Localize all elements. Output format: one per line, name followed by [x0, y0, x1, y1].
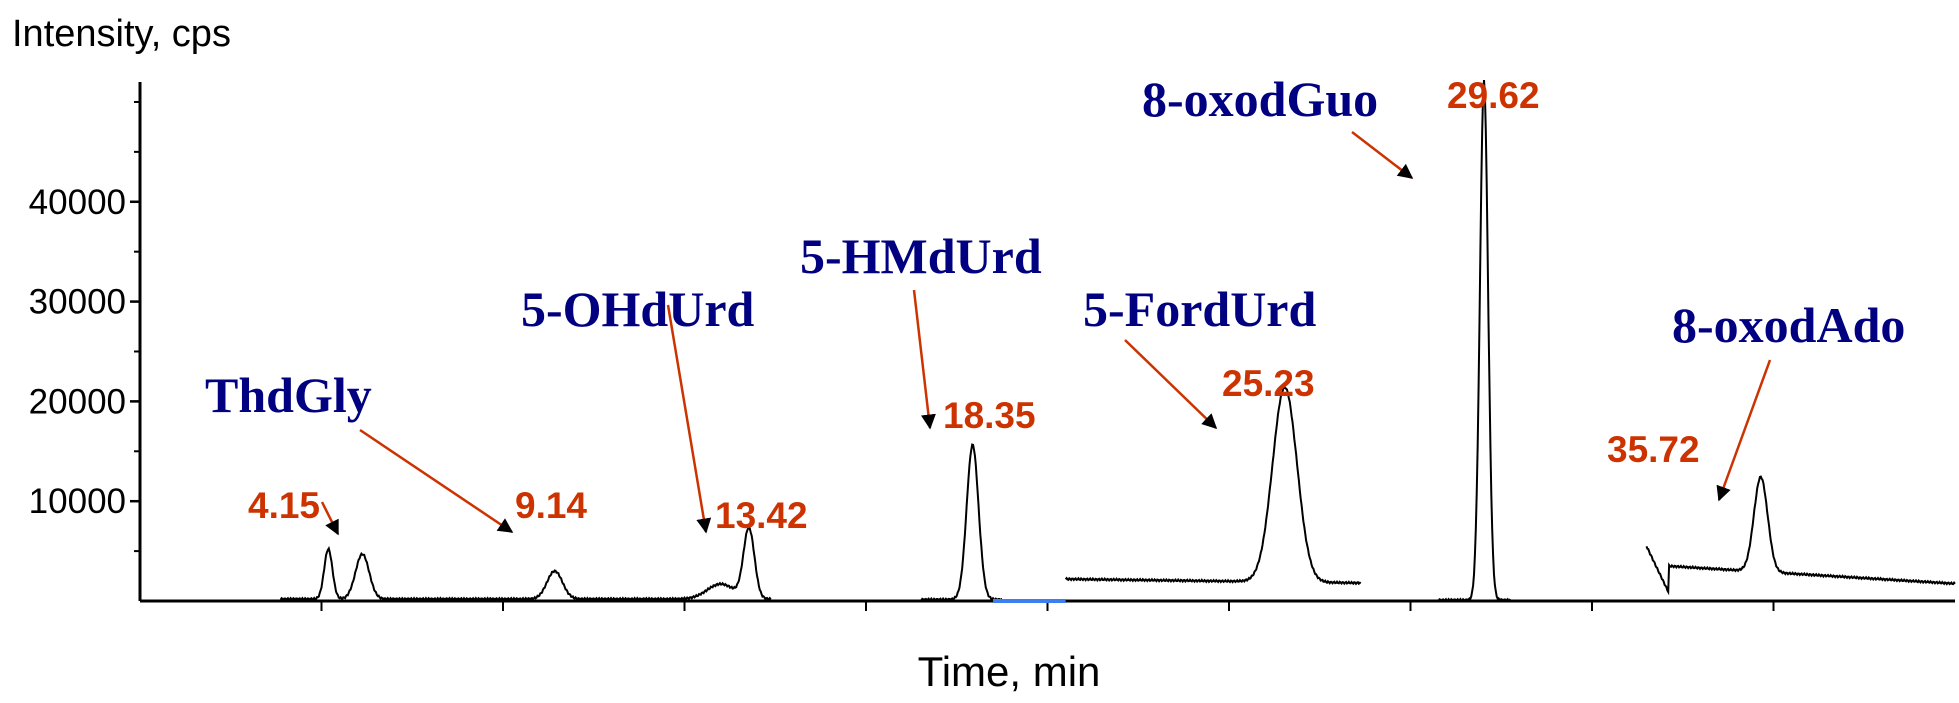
peak-arrow [320, 501, 340, 536]
y-tick-label: 30000 [29, 283, 126, 322]
retention-time-label: 35.72 [1607, 429, 1700, 470]
retention-time-label: 4.15 [248, 485, 320, 526]
compound-label: ThdGly [205, 367, 372, 423]
retention-time-label: 18.35 [943, 395, 1036, 436]
compound-label: 8-oxodAdo [1672, 297, 1905, 353]
chromatogram-trace [919, 443, 1003, 603]
peak-arrows [320, 131, 1772, 536]
y-tick-label: 20000 [29, 382, 126, 421]
y-axis-label: Intensity, cps [12, 13, 231, 55]
chromatogram-trace [1064, 384, 1362, 586]
retention-time-label: 29.62 [1447, 75, 1540, 116]
y-tick-label: 40000 [29, 183, 126, 222]
y-tick-label: 10000 [29, 482, 126, 521]
peak-arrow [359, 428, 514, 534]
retention-time-label: 13.42 [715, 495, 808, 536]
compound-label: 5-OHdUrd [521, 281, 755, 337]
peak-arrow [1351, 131, 1414, 179]
peak-arrow [1716, 359, 1772, 502]
retention-time-label: 25.23 [1222, 363, 1315, 404]
peak-arrow [912, 289, 936, 430]
chromatogram-trace [1645, 475, 1956, 596]
compound-label: 5-FordUrd [1083, 281, 1316, 337]
peak-arrow [666, 304, 712, 534]
chromatogram-traces [279, 80, 1956, 603]
peak-arrow [1124, 339, 1218, 430]
retention-time-label: 9.14 [515, 485, 587, 526]
chromatogram-trace [1437, 80, 1512, 603]
peak-labels: 4.15 ThdGly 9.14 13.42 5-OHdUrd 18.35 5-HMdUrd… [205, 71, 1905, 536]
compound-label: 5-HMdUrd [800, 228, 1042, 284]
axis-ticks: 10000 20000 30000 40000 [29, 100, 1775, 611]
compound-label: 8-oxodGuo [1142, 71, 1378, 127]
chromatogram-trace [279, 524, 772, 602]
x-axis-label: Time, min [918, 648, 1101, 695]
